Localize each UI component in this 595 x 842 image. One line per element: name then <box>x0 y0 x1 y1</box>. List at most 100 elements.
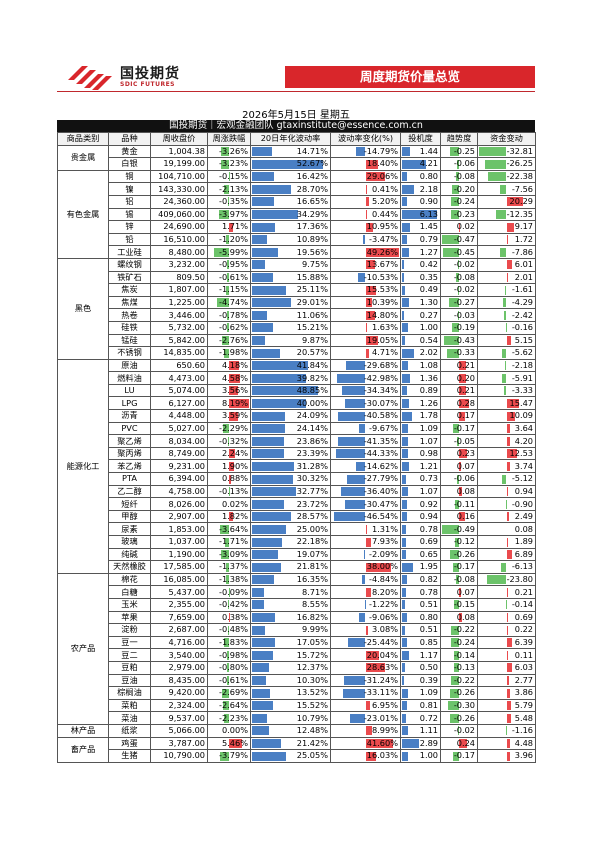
row: 农产品 棉花 16,085.00 -1.38% 16.35% -4.84% 0.82 -0.0… <box>57 572 536 725</box>
cell: 9.99% <box>250 623 331 637</box>
cell-text: -1.37% <box>219 561 248 572</box>
cell: 52.67% <box>250 157 331 171</box>
cell: 14.80% <box>330 308 401 322</box>
divider <box>57 91 535 92</box>
cell-text: 1.11 <box>419 725 438 736</box>
data-bar <box>365 159 378 169</box>
cell-text: 9.75% <box>301 259 328 270</box>
cell-text: -22.38 <box>506 171 533 182</box>
data-bar <box>504 310 507 320</box>
cell: 19.05% <box>330 333 401 348</box>
cell-text: -0.06 <box>453 158 475 169</box>
cell-text: 0.65 <box>419 548 438 559</box>
variety: 鸡蛋 <box>108 736 151 751</box>
data-bar <box>252 713 267 723</box>
data-bar <box>402 336 406 345</box>
cell: 20.29 <box>477 194 536 209</box>
cell: 5,074.00 <box>150 383 208 398</box>
cell-text: -5.62 <box>511 347 533 358</box>
cell: -9.06% <box>330 610 401 625</box>
cell: -0.08 <box>440 169 478 184</box>
row: 甲醇 2,907.00 1.82% 28.57% -46.54% 0.94 0.16 2.49 <box>58 509 536 524</box>
cell-text: 天然橡胶 <box>113 561 146 572</box>
cell: 19.56% <box>250 245 331 259</box>
cell: 0.89 <box>400 383 441 398</box>
logo-mark <box>68 66 112 90</box>
data-bar <box>365 323 367 333</box>
cell-text: 39.82% <box>296 372 328 383</box>
data-bar <box>402 273 404 283</box>
cell-text: -3.47% <box>369 234 398 245</box>
cell-text: -0.08 <box>453 171 475 182</box>
row: 玉米 2,355.00 -0.42% 8.55% -1.22% 0.51 -0.15 -0.1… <box>58 597 536 612</box>
cell: 0.21 <box>440 358 478 373</box>
cell-text: -7.56 <box>511 183 533 194</box>
cell: 0.11 <box>477 648 536 662</box>
column-header: 趋势度 <box>440 132 478 146</box>
cell-text: 0.98 <box>419 448 438 459</box>
cell-text: 2,355.00 <box>168 599 205 610</box>
data-bar <box>229 222 234 232</box>
data-bar <box>487 172 507 182</box>
cell-text: -0.61% <box>219 271 248 282</box>
cell-text: -0.23 <box>453 208 475 219</box>
cell-text: 16,510.00 <box>163 234 205 245</box>
data-bar <box>402 260 405 270</box>
cell-text: 1.09 <box>419 422 438 433</box>
variety: 菜粕 <box>108 698 151 713</box>
cell-text: 5,842.00 <box>168 334 205 345</box>
data-bar <box>506 739 511 748</box>
cell-text: 8,435.00 <box>168 674 205 685</box>
cell: 8,435.00 <box>150 673 208 688</box>
row: 聚丙烯 8,749.00 2.24% 23.39% -44.33% 0.98 0.23 12.… <box>58 446 536 461</box>
data-bar <box>252 285 286 295</box>
cell-text: 8,480.00 <box>168 246 205 257</box>
cell: 1,004.38 <box>150 144 208 159</box>
data-bar <box>365 537 371 547</box>
cell-text: -0.12 <box>453 536 475 547</box>
cell-text: 苯乙烯 <box>117 460 142 471</box>
cell-text: -0.02 <box>453 284 475 295</box>
cell-text: 30.32% <box>296 473 328 484</box>
cell-text: 0.00% <box>221 725 248 736</box>
cell: -6.13 <box>477 560 536 574</box>
cell-text: 白银 <box>121 158 138 169</box>
row: 天然橡胶 17,585.00 -1.37% 21.81% 38.00% 1.95 -0.17… <box>58 560 536 574</box>
cell-text: 0.73 <box>419 473 438 484</box>
row: 锡 409,060.00 -3.97% 34.29% 0.44% 6.13 -0.23 -12… <box>58 207 536 222</box>
data-bar <box>365 260 375 270</box>
data-bar <box>334 512 366 522</box>
cell-text: 32.77% <box>296 485 328 496</box>
cell-text: 11.06% <box>296 309 328 320</box>
cell-text: 豆二 <box>121 649 138 660</box>
cell-text: -14.79% <box>363 145 398 156</box>
data-bar <box>252 424 285 434</box>
data-bar <box>228 197 229 207</box>
data-bar <box>252 348 280 358</box>
cell: 25.11% <box>250 283 331 297</box>
cell: -1.15% <box>207 283 251 297</box>
cell: 1.63% <box>330 320 401 335</box>
cell: -0.78% <box>207 308 251 322</box>
cell: -0.17 <box>440 421 478 436</box>
cell-text: 3.96 <box>514 750 533 761</box>
cell: 8.55% <box>250 597 331 612</box>
data-bar <box>402 398 410 408</box>
data-bar <box>343 688 366 698</box>
cell: 5.15 <box>477 333 536 348</box>
cell-text: 15.88% <box>296 271 328 282</box>
cell-text: 1.07 <box>419 435 438 446</box>
data-bar <box>229 512 234 522</box>
cell: 5,437.00 <box>150 585 208 599</box>
data-bar <box>505 285 507 295</box>
cell-text: 40.00% <box>296 397 328 408</box>
data-bar <box>365 247 399 257</box>
cell-text: -5.12 <box>511 473 533 484</box>
cell-text: 2.18 <box>419 183 438 194</box>
cell: 0.54 <box>400 333 441 348</box>
cell: 4,448.00 <box>150 409 208 423</box>
category: 黑色 <box>57 257 109 360</box>
cell-text: -4.29 <box>511 297 533 308</box>
cell-text: -23.80 <box>506 574 533 585</box>
cell: -0.24 <box>440 635 478 650</box>
